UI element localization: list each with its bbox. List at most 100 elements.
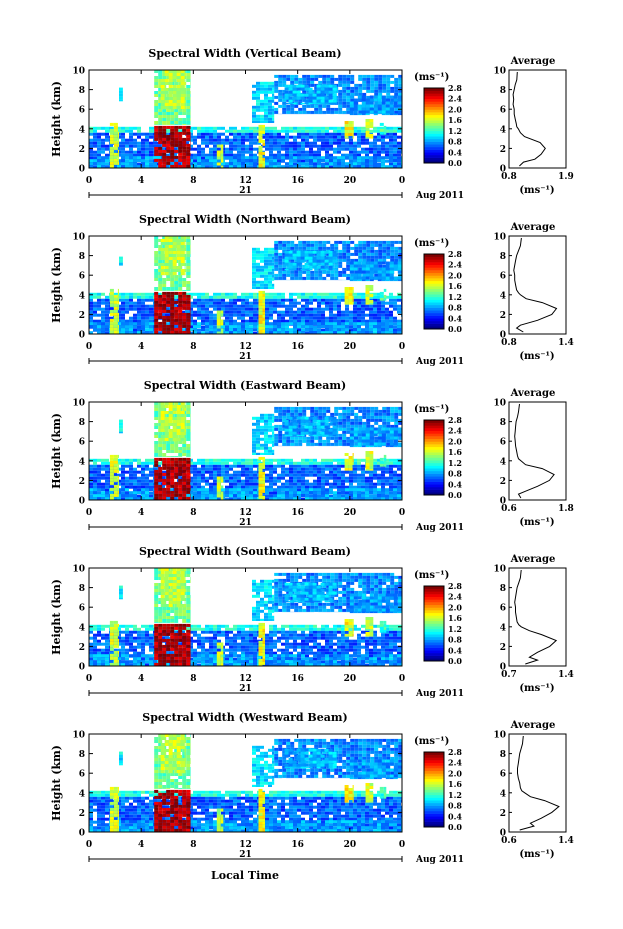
heatmap-cell [374, 252, 379, 256]
heatmap-cell [385, 270, 390, 274]
heatmap-cell [189, 301, 193, 305]
heatmap-cell [252, 280, 256, 284]
heatmap-cell [158, 103, 163, 106]
heatmap-cell [105, 135, 109, 139]
heatmap-cell [325, 156, 329, 160]
heatmap-cell [209, 298, 213, 302]
heatmap-cell [361, 261, 366, 265]
heatmap-cell [393, 331, 397, 334]
heatmap-cell [262, 317, 265, 321]
heatmap-cell [278, 243, 283, 247]
heatmap-cell [361, 98, 366, 102]
heatmap-cell [180, 94, 185, 97]
heatmap-cell [182, 146, 187, 150]
heatmap-cell [265, 147, 269, 151]
heatmap-cell [350, 240, 355, 244]
heatmap-cell [341, 153, 345, 157]
heatmap-cell [330, 246, 335, 250]
heatmap-cell [89, 482, 93, 486]
colorbar-swatch [424, 272, 444, 276]
heatmap-cell [277, 135, 281, 139]
heatmap-cell [320, 93, 325, 97]
heatmap-cell [117, 131, 119, 135]
heatmap-cell [186, 272, 191, 275]
heatmap-cell [256, 265, 260, 269]
heatmap-cell [330, 74, 335, 78]
heatmap-cell [389, 328, 393, 332]
colorbar-swatch [424, 296, 444, 300]
heatmap-cell [333, 135, 337, 139]
heatmap-cell [233, 298, 237, 302]
heatmap-cell [172, 79, 177, 82]
heatmap-cell [373, 261, 378, 265]
heatmap-cell [300, 96, 305, 100]
heatmap-cell [278, 83, 283, 87]
heatmap-cell [225, 153, 229, 157]
heatmap-cell [337, 150, 341, 154]
heatmap-cell [292, 262, 297, 266]
heatmap-cell [237, 310, 241, 314]
heatmap-cell [258, 145, 263, 149]
heatmap-cell [305, 135, 309, 139]
heatmap-cell [309, 150, 313, 154]
heatmap-cell [369, 150, 373, 154]
heatmap-cell [105, 325, 109, 329]
heatmap-cell [325, 319, 329, 323]
heatmap-cell [289, 150, 293, 154]
heatmap-cell [385, 279, 390, 282]
heatmap-cell [298, 240, 303, 244]
heatmap-cell [241, 141, 245, 145]
heatmap-cell [172, 257, 177, 260]
heatmap-cell [377, 98, 382, 102]
heatmap-cell [337, 126, 341, 130]
heatmap-cell [190, 330, 191, 334]
heatmap-cell [154, 318, 159, 322]
heatmap-cell [325, 301, 329, 305]
heatmap-cell [369, 313, 373, 317]
heatmap-cell [389, 325, 393, 329]
heatmap-cell [361, 162, 365, 166]
heatmap-cell [245, 132, 249, 136]
heatmap-cell [382, 240, 387, 244]
heatmap-cell [317, 319, 321, 323]
heatmap-cell [321, 328, 325, 332]
heatmap-cell [178, 300, 183, 304]
heatmap-cell [366, 74, 371, 78]
heatmap-cell [93, 132, 97, 136]
heatmap-cell [393, 156, 397, 160]
heatmap-cell [158, 245, 163, 248]
heatmap-cell [258, 148, 263, 152]
heatmap-cell [93, 319, 97, 323]
heatmap-cell [229, 126, 233, 130]
heatmap-cell [379, 294, 384, 298]
heatmap-cell [393, 98, 398, 102]
heatmap-cell [137, 156, 141, 160]
heatmap-cell [186, 158, 191, 162]
heatmap-cell [237, 159, 241, 163]
heatmap-cell [272, 286, 275, 289]
heatmap-cell [145, 292, 149, 296]
heatmap-cell [277, 141, 281, 145]
heatmap-cell [190, 131, 191, 135]
heatmap-cell [357, 276, 362, 280]
heatmap-cell [357, 107, 362, 111]
heatmap-cell [172, 85, 177, 88]
heatmap-cell [217, 307, 221, 311]
heatmap-cell [390, 98, 395, 102]
heatmap-cell [338, 240, 343, 244]
heatmap-cell [318, 270, 323, 274]
heatmap-cell [317, 304, 321, 308]
heatmap-cell [329, 292, 333, 296]
heatmap-cell [397, 264, 402, 268]
heatmap-cell [262, 151, 265, 155]
heatmap-cell [333, 138, 337, 142]
heatmap-cell [309, 159, 313, 163]
heatmap-cell [272, 283, 275, 287]
heatmap-cell [313, 144, 317, 148]
heatmap-cell [264, 102, 268, 106]
colorbar-swatch [424, 264, 444, 268]
heatmap-cell [357, 328, 361, 332]
heatmap-cell [256, 93, 260, 97]
heatmap-cell [121, 295, 125, 299]
heatmap-cell [182, 137, 187, 141]
